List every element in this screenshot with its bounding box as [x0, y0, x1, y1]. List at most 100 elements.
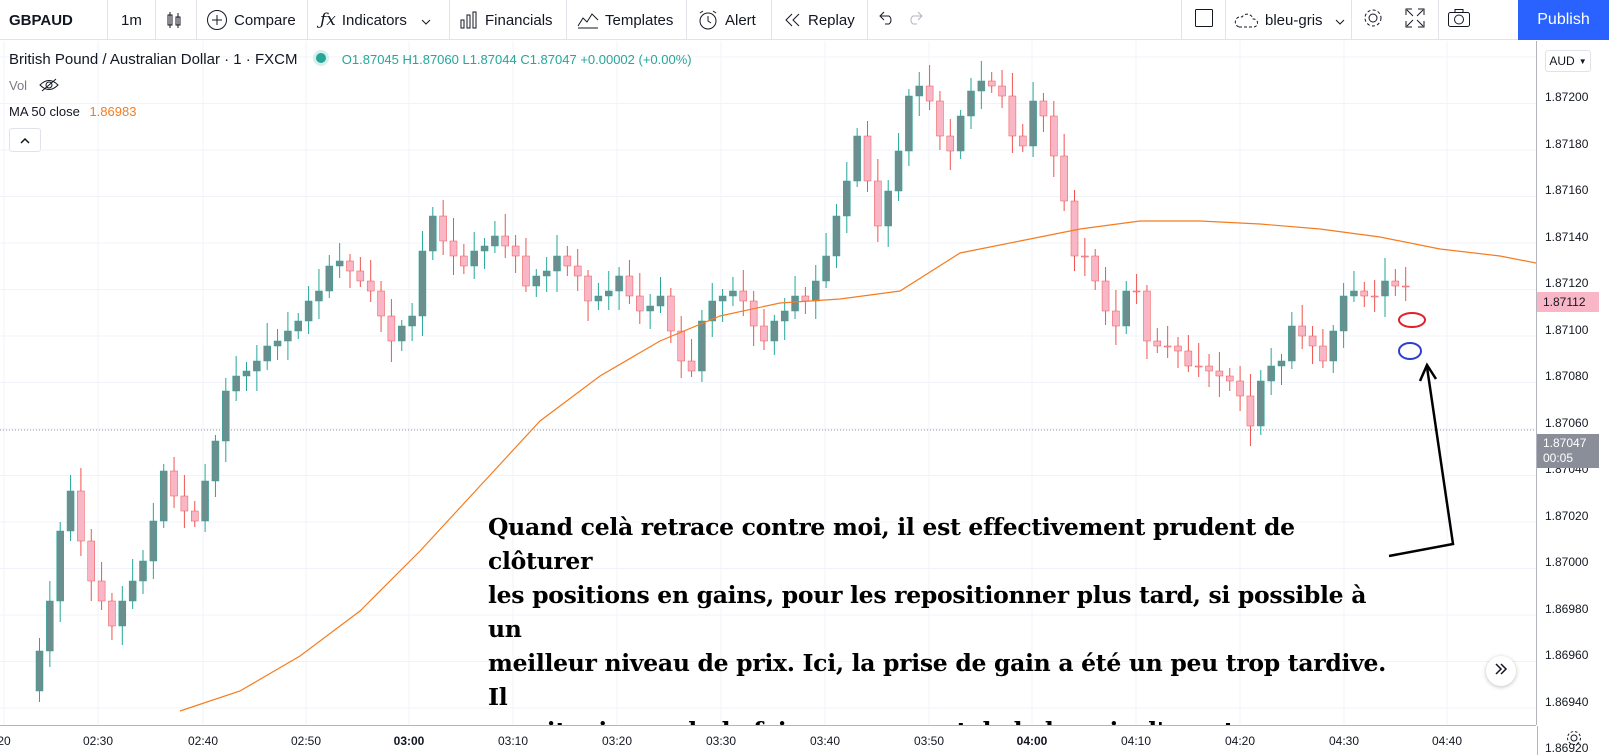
collapse-legend-button[interactable]: [9, 128, 41, 152]
candlestick-chart[interactable]: [0, 41, 1536, 725]
scroll-to-realtime-button[interactable]: [1486, 656, 1516, 686]
candle-body: [739, 290, 748, 302]
candle-body: [1391, 280, 1400, 287]
compare-button[interactable]: Compare: [206, 0, 296, 40]
indicators-button[interactable]: ƒx Indicators: [320, 0, 431, 40]
price-label: 1.86940: [1545, 694, 1589, 709]
undo-button[interactable]: [877, 0, 895, 40]
fullscreen-toggle-button[interactable]: [1194, 0, 1214, 40]
blue-ellipse-marker: [1398, 342, 1422, 360]
candle-body: [749, 300, 758, 327]
candle-body: [1039, 100, 1048, 117]
candle-body: [956, 115, 965, 152]
chart-pane[interactable]: [0, 41, 1536, 725]
candle-body: [770, 320, 779, 342]
eye-hidden-icon[interactable]: [38, 78, 59, 95]
price-label: 1.87200: [1545, 90, 1589, 104]
interval-button[interactable]: 1m: [121, 0, 142, 40]
settings-button[interactable]: [1362, 0, 1384, 40]
candle-body: [87, 540, 95, 582]
layout-button[interactable]: bleu-gris: [1233, 0, 1345, 40]
candles-icon: [164, 10, 184, 30]
snapshot-button[interactable]: [1447, 0, 1471, 40]
time-label: 02:50: [290, 734, 322, 748]
currency-label: AUD: [1549, 54, 1575, 68]
candle-body: [967, 90, 975, 117]
candle-body: [863, 135, 872, 182]
fullscreen-button[interactable]: [1405, 0, 1425, 40]
candle-body: [542, 270, 551, 277]
candle-body: [636, 295, 644, 312]
redo-button[interactable]: [907, 0, 925, 40]
replay-button[interactable]: Replay: [784, 0, 855, 40]
financials-button[interactable]: Financials: [459, 0, 553, 40]
candle-body: [366, 280, 375, 292]
candle-body: [1277, 360, 1286, 367]
annotation-line-2: les positions en gains, pour les reposit…: [488, 581, 1367, 643]
candle-body: [232, 375, 240, 392]
candle-body: [315, 290, 323, 302]
time-axis[interactable]: 20 02:30 02:40 02:50 03:00 03:10 03:20 03:30 03:…: [0, 725, 1536, 756]
chart-type-button[interactable]: [164, 0, 190, 40]
price-axis[interactable]: AUD ▼ 1.87200 1.87180 1.87160 1.87140 1.8712…: [1536, 41, 1609, 755]
candle-body: [1029, 100, 1037, 147]
candle-body: [480, 245, 489, 252]
candle-body: [1236, 380, 1244, 397]
function-icon: ƒx: [320, 10, 336, 30]
alert-button[interactable]: Alert: [697, 0, 756, 40]
candle-body: [1174, 345, 1182, 352]
currency-selector[interactable]: AUD ▼: [1545, 50, 1591, 72]
templates-button[interactable]: Templates: [577, 0, 673, 40]
candle-body: [253, 360, 261, 372]
add-circle-icon: [206, 9, 228, 31]
arrow-head: [1418, 362, 1438, 382]
candle-body: [1194, 365, 1203, 368]
ma-legend: MA 50 close 1.86983: [9, 104, 136, 119]
candle-body: [522, 255, 530, 287]
symbol-search[interactable]: GBPAUD: [9, 0, 73, 40]
camera-icon: [1447, 8, 1471, 32]
time-label: 02:30: [82, 734, 114, 748]
candle-body: [108, 600, 116, 627]
financials-icon: [459, 11, 479, 29]
candle-body: [605, 290, 613, 297]
candle-body: [398, 325, 406, 342]
price-label: 1.87100: [1545, 322, 1589, 337]
price-label: 1.87060: [1545, 415, 1589, 430]
red-ellipse-marker: [1398, 312, 1426, 328]
candle-body: [1288, 325, 1296, 362]
candle-body: [584, 275, 592, 302]
candle-body: [387, 315, 396, 342]
time-label: 03:00: [393, 734, 425, 748]
candle-body: [1370, 295, 1379, 298]
candle-body: [439, 215, 447, 242]
axis-settings-button[interactable]: [1537, 726, 1609, 755]
alarm-clock-icon: [697, 9, 719, 31]
candle-body: [418, 250, 427, 317]
candle-body: [874, 180, 882, 227]
candle-body: [1329, 330, 1337, 362]
candle-body: [1381, 280, 1389, 297]
last-price-tag: 1.87112: [1537, 292, 1599, 312]
candle-body: [843, 180, 851, 217]
candle-body: [304, 300, 313, 322]
price-label: 1.87120: [1545, 276, 1589, 290]
candle-body: [760, 325, 768, 342]
candle-body: [149, 520, 158, 562]
publish-button[interactable]: Publish: [1518, 0, 1609, 40]
candle-body: [46, 600, 54, 652]
gear-icon: [1565, 729, 1583, 752]
candle-body: [159, 470, 168, 522]
candle-body: [511, 245, 520, 257]
price-label: 1.87020: [1545, 508, 1589, 523]
candle-body: [242, 370, 251, 377]
ma-label: MA 50 close: [9, 104, 80, 119]
time-label: 02:40: [187, 734, 219, 748]
price-label: 1.87140: [1545, 229, 1589, 244]
candle-body: [118, 600, 127, 627]
indicators-label: Indicators: [341, 11, 407, 29]
candle-body: [1257, 380, 1265, 427]
candle-body: [1143, 290, 1151, 342]
candle-body: [1350, 290, 1358, 297]
candle-body: [894, 150, 903, 192]
